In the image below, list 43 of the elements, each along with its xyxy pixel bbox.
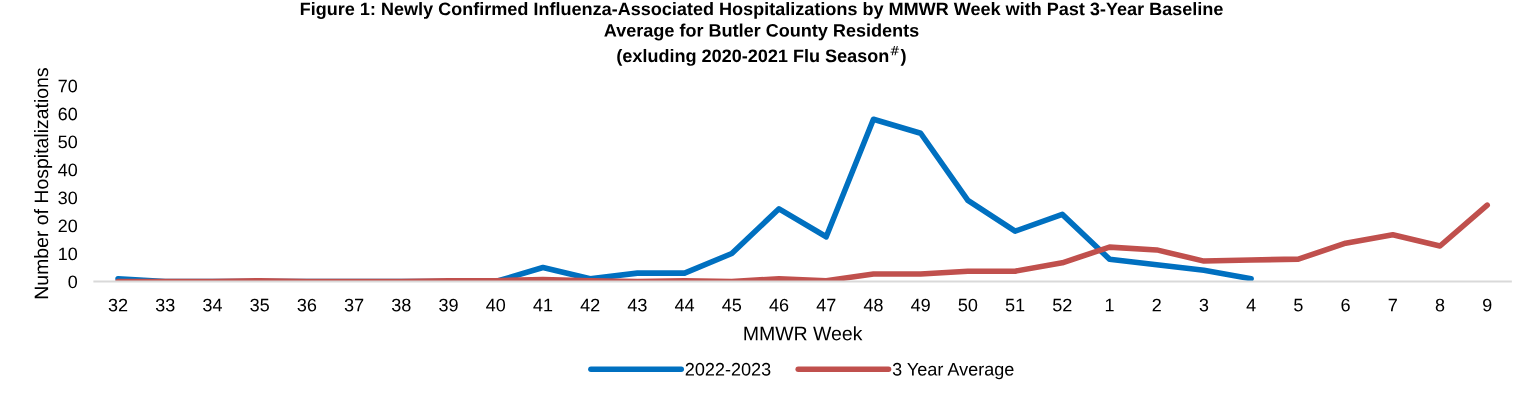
x-tick-label: 34 — [203, 298, 222, 312]
x-tick-label: 44 — [674, 298, 695, 312]
x-tick-label: 50 — [958, 298, 978, 312]
x-tick-label: 47 — [816, 298, 836, 312]
y-tick-label: 0 — [68, 275, 78, 289]
x-tick-label: 35 — [250, 298, 269, 312]
x-tick-label: 2 — [1152, 298, 1161, 312]
y-tick-label: 60 — [58, 107, 78, 121]
x-tick-label: 36 — [297, 298, 317, 312]
y-tick-label: 20 — [58, 219, 78, 233]
y-tick-label: 50 — [58, 135, 78, 149]
x-tick-label: 6 — [1341, 298, 1350, 312]
x-tick-label: 46 — [769, 298, 789, 312]
x-tick-label: 1 — [1105, 298, 1114, 312]
x-tick-label: 38 — [391, 298, 411, 312]
x-tick-label: 52 — [1052, 298, 1072, 312]
y-axis-title: Number of Hospitalizations — [34, 68, 53, 299]
x-tick-label: 33 — [155, 298, 175, 312]
x-tick-label: 39 — [439, 298, 458, 312]
chart-title: Figure 1: Newly Confirmed Influenza-Associated Hospitalizations by MMWR Week with Past 3-Year Baseline Average for Butler County Residents (exluding 2020-2021 Flu Season$^{#}$) — [300, 2, 1223, 66]
x-tick-label: 40 — [486, 298, 506, 312]
y-tick-label: 30 — [58, 191, 78, 205]
x-tick-label: 42 — [580, 298, 600, 312]
y-tick-label: 70 — [58, 79, 78, 93]
x-tick-label: 8 — [1435, 298, 1445, 312]
x-tick-label: 32 — [108, 298, 128, 312]
x-tick-label: 48 — [863, 298, 883, 312]
y-tick-label: 10 — [59, 247, 78, 261]
x-tick-label: 3 — [1199, 298, 1209, 312]
y-tick-label: 40 — [58, 163, 78, 177]
x-tick-label: 5 — [1294, 298, 1303, 312]
x-tick-label: 51 — [1005, 298, 1025, 312]
x-tick-label: 45 — [722, 298, 742, 312]
x-tick-label: 7 — [1388, 298, 1397, 312]
x-tick-label: 4 — [1246, 298, 1256, 312]
legend-label: 3 Year Average — [892, 362, 1014, 380]
x-tick-label: 9 — [1483, 298, 1492, 312]
legend-label: 2022-2023 — [685, 362, 771, 376]
x-tick-label: 37 — [344, 298, 364, 312]
x-tick-label: 41 — [533, 298, 553, 312]
x-axis-title: MMWR Week — [744, 326, 863, 341]
x-tick-label: 43 — [627, 298, 647, 312]
x-tick-label: 49 — [911, 298, 930, 312]
